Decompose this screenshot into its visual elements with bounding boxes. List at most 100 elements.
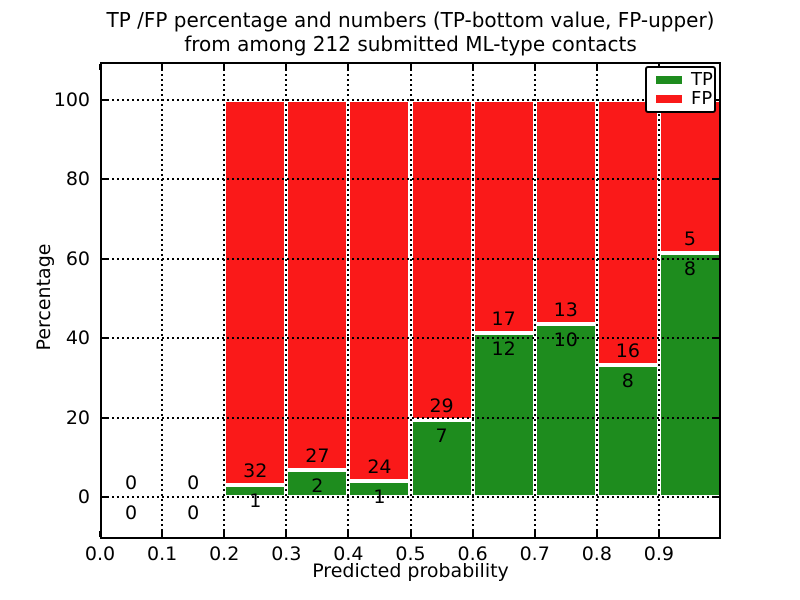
chart-title-line1: TP /FP percentage and numbers (TP-bottom… (106, 8, 715, 32)
bar-fp-segment (534, 100, 597, 325)
gridline-vertical (347, 64, 350, 537)
x-tick-mark-top (595, 64, 598, 70)
chart-title-line2: from among 212 submitted ML-type contact… (184, 32, 637, 56)
gridline-horizontal (102, 495, 719, 498)
x-tick-mark-top (533, 64, 536, 70)
gridline-vertical (533, 64, 536, 537)
y-tick-mark-left (102, 495, 108, 498)
bar-fp-segment (658, 100, 721, 253)
x-tick-label: 0.3 (271, 543, 302, 565)
fp-count-label: 0 (187, 471, 200, 494)
x-tick-mark-top (161, 64, 164, 70)
bar-tp-segment (658, 252, 721, 497)
x-tick-mark-top (223, 64, 226, 70)
tp-count-label: 7 (435, 424, 448, 447)
x-tick-label: 0.1 (146, 543, 178, 565)
bar-tp-segment (596, 364, 659, 497)
gridline-vertical (285, 64, 288, 537)
x-tick-label: 0.6 (457, 543, 488, 565)
legend-label-tp: TP (691, 69, 713, 90)
tp-count-label: 1 (249, 489, 262, 512)
y-tick-mark-left (102, 178, 108, 181)
x-tick-mark-top (471, 64, 474, 70)
bar-fp-segment (224, 100, 287, 485)
bar-fp-segment (410, 100, 473, 420)
y-tick-mark-right (713, 257, 719, 260)
bar-fp-segment (472, 100, 535, 333)
y-tick-label: 100 (53, 89, 90, 112)
y-tick-label: 20 (65, 406, 90, 429)
bar-fp-segment (596, 100, 659, 365)
y-tick-mark-left (102, 257, 108, 260)
gridline-horizontal (102, 178, 719, 181)
x-tick-mark-bottom (595, 531, 598, 537)
y-tick-mark-left (102, 99, 108, 102)
fp-count-label: 24 (367, 456, 392, 479)
x-tick-mark-bottom (471, 531, 474, 537)
gridline-vertical (471, 64, 474, 537)
gridline-horizontal (102, 337, 719, 340)
x-tick-mark-bottom (409, 531, 412, 537)
tp-count-label: 10 (553, 329, 578, 352)
legend-swatch-tp (656, 76, 682, 84)
x-tick-mark-bottom (657, 531, 660, 537)
x-tick-label: 0.0 (84, 543, 116, 565)
tp-count-label: 0 (187, 501, 200, 524)
gridline-vertical (161, 64, 164, 537)
chart-title: TP /FP percentage and numbers (TP-bottom… (100, 8, 721, 56)
x-tick-mark-top (347, 64, 350, 70)
gridline-vertical (657, 64, 660, 537)
gridline-horizontal (102, 99, 719, 102)
x-tick-mark-bottom (161, 531, 164, 537)
x-tick-mark-top (285, 64, 288, 70)
x-tick-mark-bottom (347, 531, 350, 537)
fp-count-label: 13 (553, 299, 578, 322)
legend-swatch-fp (656, 95, 682, 103)
x-tick-mark-bottom (285, 531, 288, 537)
y-tick-label: 80 (65, 168, 90, 191)
gridline-vertical (595, 64, 598, 537)
y-tick-mark-right (713, 416, 719, 419)
y-tick-mark-left (102, 337, 108, 340)
fp-count-label: 17 (491, 307, 516, 330)
tp-count-label: 8 (621, 369, 634, 392)
tp-count-label: 2 (311, 474, 324, 497)
y-tick-mark-right (713, 99, 719, 102)
bar-tp-segment (348, 481, 411, 497)
bar-fp-segment (348, 100, 411, 482)
legend-entry-fp: FP (647, 90, 714, 108)
fp-count-label: 32 (243, 459, 268, 482)
tp-count-label: 12 (491, 337, 516, 360)
y-tick-mark-right (713, 495, 719, 498)
x-tick-label: 0.4 (333, 543, 364, 565)
y-tick-mark-left (102, 416, 108, 419)
x-tick-label: 0.2 (209, 543, 240, 565)
x-tick-mark-top (99, 64, 101, 70)
bar-tp-segment (472, 332, 535, 497)
gridline-horizontal (102, 257, 719, 260)
gridline-vertical (409, 64, 412, 537)
x-tick-mark-bottom (223, 531, 226, 537)
fp-count-label: 29 (429, 394, 454, 417)
fp-count-label: 27 (305, 444, 330, 467)
y-tick-label: 40 (65, 327, 90, 350)
bar-tp-segment (224, 484, 287, 497)
fp-count-label: 16 (615, 339, 640, 362)
gridline-vertical (223, 64, 226, 537)
y-tick-label: 0 (77, 485, 90, 508)
x-tick-label: 0.5 (395, 543, 426, 565)
fp-count-label: 0 (125, 471, 138, 494)
x-tick-mark-bottom (99, 531, 101, 537)
bar-fp-segment (286, 100, 349, 470)
x-tick-label: 0.9 (643, 543, 674, 565)
legend-label-fp: FP (691, 88, 713, 109)
y-tick-mark-right (713, 178, 719, 181)
x-tick-label: 0.7 (519, 543, 550, 565)
y-tick-label: 60 (65, 247, 90, 270)
bar-tp-segment (286, 469, 349, 497)
legend-entry-tp: TP (647, 71, 714, 89)
gridline-horizontal (102, 416, 719, 419)
x-tick-mark-bottom (533, 531, 536, 537)
y-tick-mark-right (713, 337, 719, 340)
